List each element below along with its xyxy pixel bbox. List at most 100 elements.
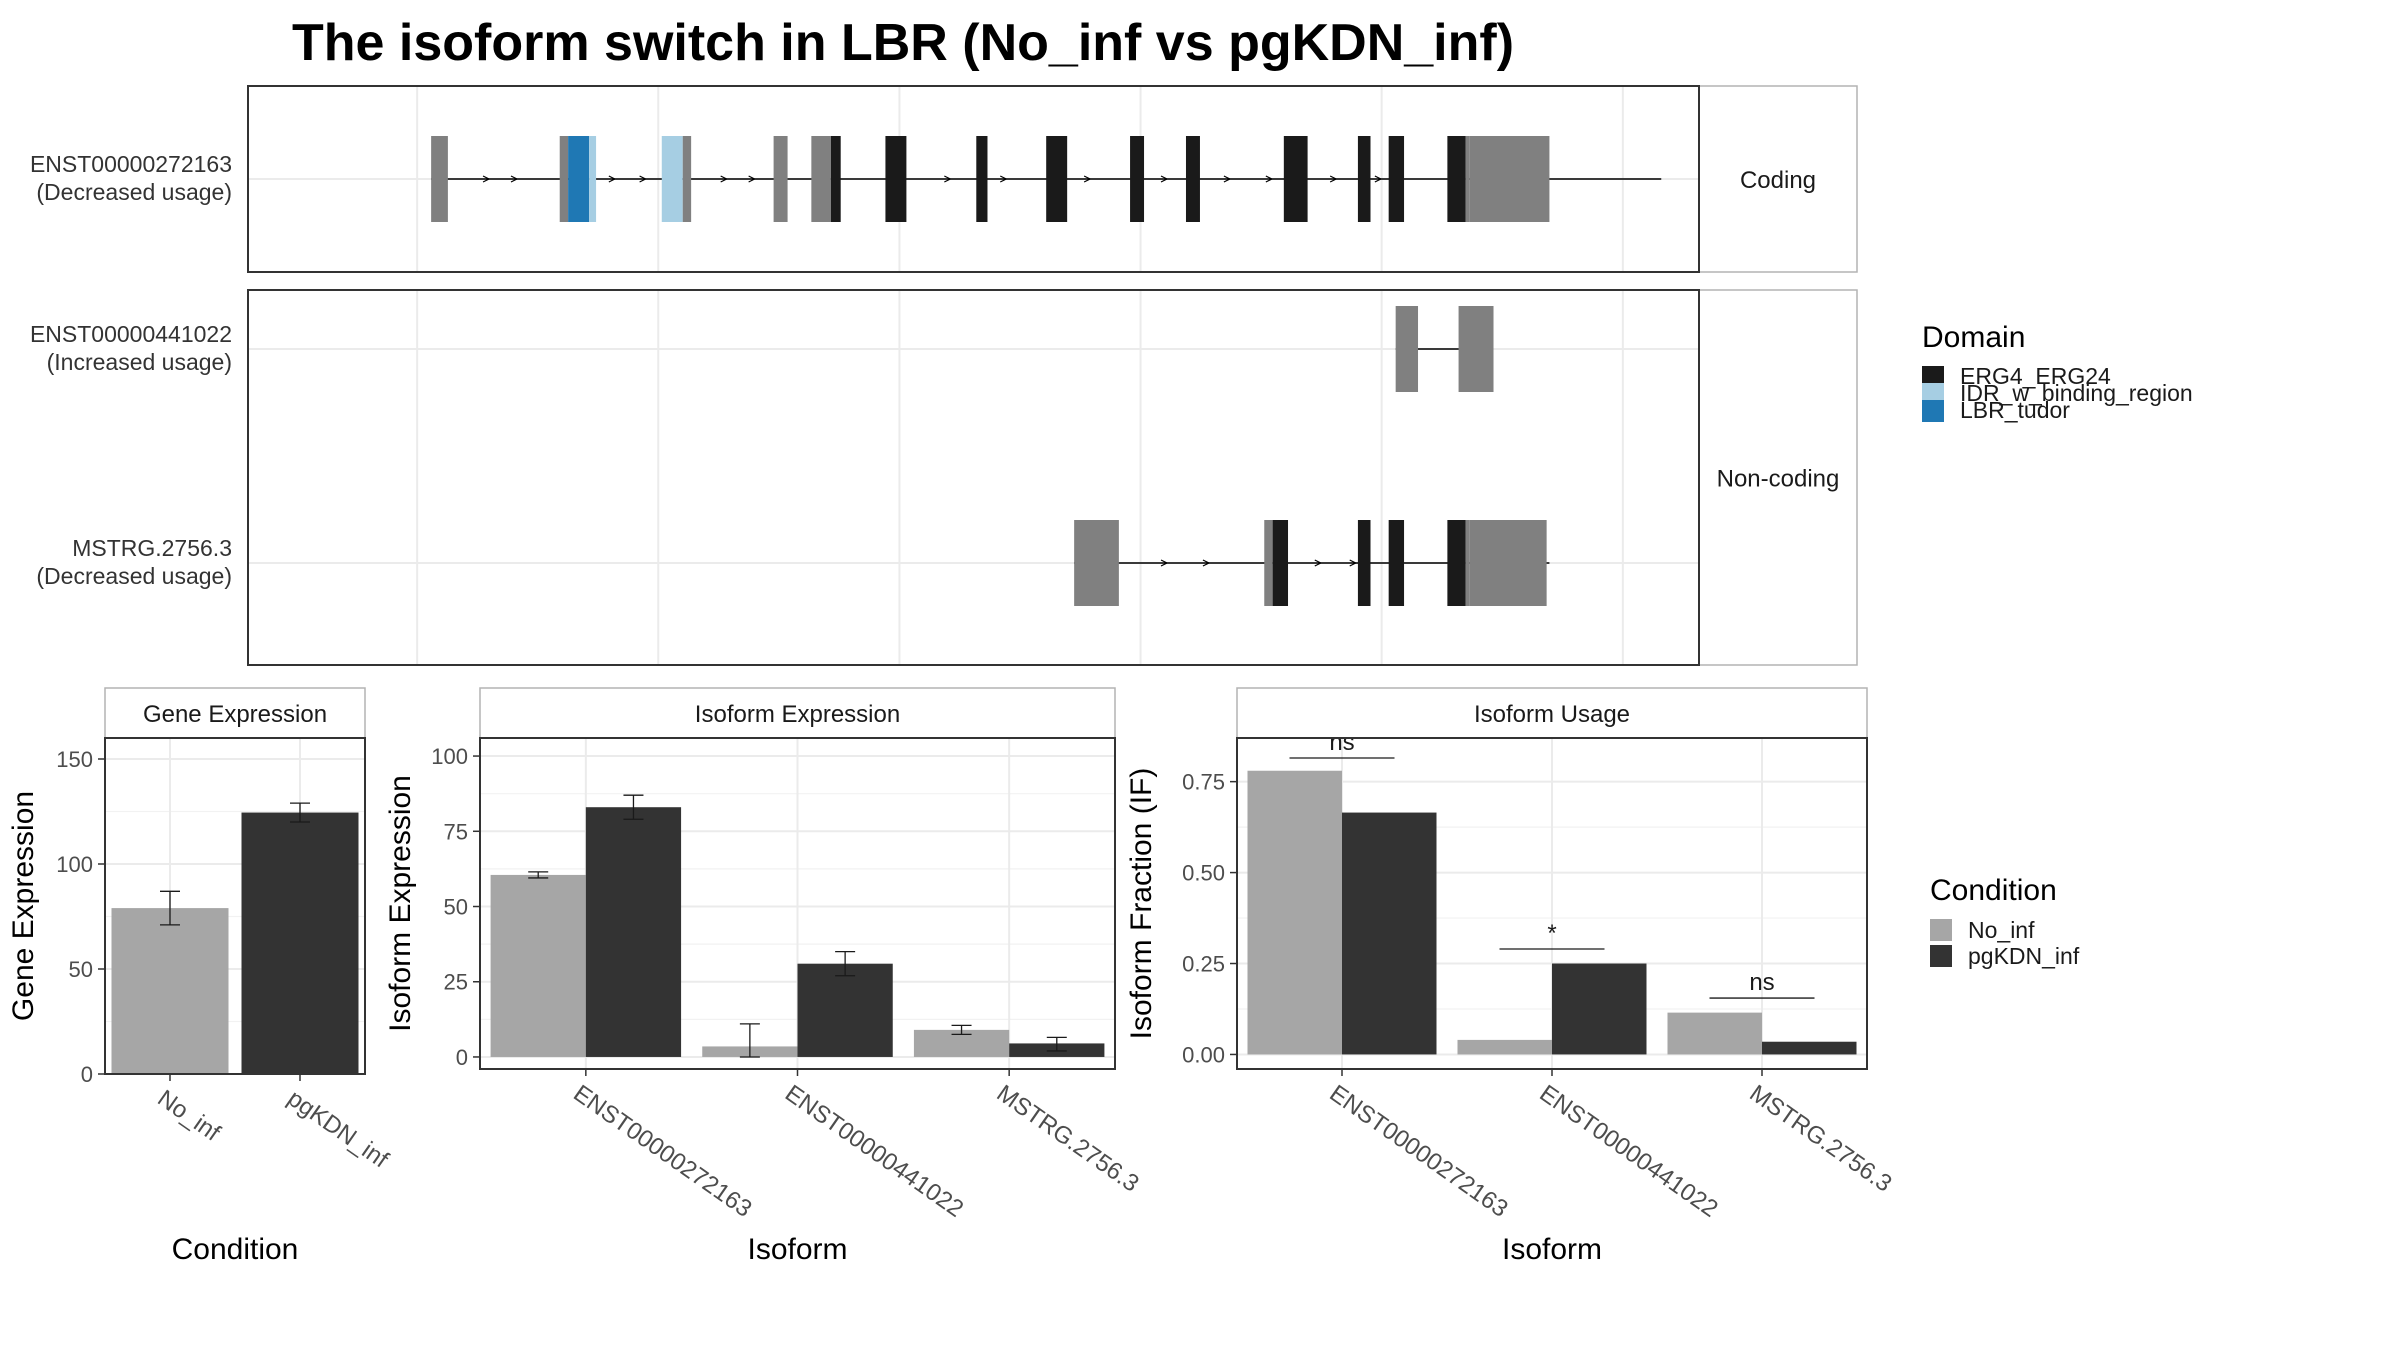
transcript-usage-label: (Decreased usage)	[36, 179, 232, 205]
transcript-label: MSTRG.2756.3	[72, 535, 232, 561]
exon-utr	[431, 136, 448, 222]
strand-arrow	[1329, 175, 1338, 183]
transcript-usage-label: (Increased usage)	[47, 349, 232, 375]
exon-ERG4_ERG24	[885, 136, 907, 222]
exon-ERG4_ERG24	[1272, 520, 1289, 606]
panel-strip	[479, 687, 1116, 739]
x-tick-label: ENST00000272163	[1325, 1080, 1513, 1223]
y-axis-title: Isoform Expression	[384, 775, 417, 1032]
legend-key-No_inf	[1930, 919, 1952, 941]
strand-arrow	[1160, 559, 1169, 567]
panel-title: Isoform Expression	[695, 701, 900, 728]
plot-border	[104, 737, 366, 1075]
strand-arrow	[1202, 559, 1211, 567]
bar	[1247, 770, 1342, 1055]
panel-strip	[1236, 687, 1868, 739]
exon-ERG4_ERG24	[1388, 520, 1405, 606]
x-tick-label: ENST00000272163	[568, 1080, 756, 1223]
exon-utr	[1469, 520, 1547, 606]
bar	[1342, 812, 1437, 1055]
facet-strip	[1698, 85, 1858, 273]
exon-ERG4_ERG24	[830, 136, 841, 222]
gene-expression-chart: Gene Expression 0 50 100 150 No_inf pgKDN_inf C…	[7, 687, 394, 1266]
domain-legend: Domain ERG4_ERG24IDR_w_binding_regionLBR…	[1922, 321, 2193, 423]
x-tick-label: MSTRG.2756.3	[992, 1080, 1144, 1198]
y-tick-label: 25	[444, 970, 468, 995]
bar	[1762, 1041, 1857, 1055]
isoform-expression-chart: Isoform Expression 0 25 50 75 100 ENST00000272…	[384, 687, 1144, 1266]
exon-ERG4_ERG24	[1357, 136, 1371, 222]
y-tick-label: 0.25	[1182, 952, 1225, 977]
y-axis-title: Isoform Fraction (IF)	[1125, 768, 1158, 1040]
exon-IDR_w_binding_region	[661, 136, 683, 222]
legend-label: pgKDN_inf	[1968, 943, 2080, 969]
facet-strip-label: Coding	[1740, 167, 1816, 194]
x-axis-title: Isoform	[1502, 1233, 1602, 1266]
facet-strip-label: Non-coding	[1717, 466, 1840, 493]
bar	[1457, 1039, 1552, 1055]
strand-arrow	[999, 175, 1008, 183]
strand-arrow	[608, 175, 617, 183]
exon-ERG4_ERG24	[1447, 136, 1466, 222]
transcript-label: ENST00000272163	[30, 151, 232, 177]
strand-arrow	[1223, 175, 1232, 183]
legend-label: ERG4_ERG24	[1960, 363, 2111, 389]
x-tick-label: pgKDN_inf	[283, 1085, 394, 1174]
strand-arrow	[1314, 559, 1323, 567]
strand-arrow	[720, 175, 729, 183]
strand-arrow	[1083, 175, 1092, 183]
x-tick-label: ENST00000441022	[1535, 1080, 1723, 1223]
exon-utr	[1469, 136, 1550, 222]
exon-ERG4_ERG24	[1046, 136, 1068, 222]
x-tick-label: ENST00000441022	[780, 1080, 968, 1223]
y-tick-label: 0	[456, 1045, 468, 1070]
exon-ERG4_ERG24	[1447, 520, 1466, 606]
exon-utr	[1465, 520, 1470, 606]
condition-legend-title: Condition	[1930, 874, 2057, 907]
y-tick-label: 150	[56, 747, 93, 772]
x-axis-title: Isoform	[747, 1233, 847, 1266]
exon-ERG4_ERG24	[1357, 520, 1371, 606]
transcript-label: ENST00000441022	[30, 321, 232, 347]
bar	[241, 812, 359, 1074]
strand-arrow	[510, 175, 519, 183]
y-tick-label: 50	[444, 895, 468, 920]
exon-utr	[1458, 306, 1494, 392]
strand-arrow	[944, 175, 952, 183]
exon-utr	[811, 136, 831, 222]
exon-utr	[1264, 520, 1273, 606]
y-tick-label: 0	[81, 1062, 93, 1087]
y-tick-label: 100	[56, 852, 93, 877]
bar	[797, 963, 893, 1057]
transcript-usage-label: (Decreased usage)	[36, 563, 232, 589]
y-tick-label: 0.75	[1182, 770, 1225, 795]
strand-arrow	[1349, 559, 1358, 567]
y-tick-label: 75	[444, 819, 468, 844]
x-axis-title: Condition	[172, 1233, 299, 1266]
exon-utr	[682, 136, 692, 222]
x-tick-label: No_inf	[153, 1085, 226, 1147]
panel-strip	[104, 687, 366, 739]
x-tick-label: MSTRG.2756.3	[1745, 1080, 1897, 1198]
legend-key-pgKDN_inf	[1930, 945, 1952, 967]
exon-utr	[1395, 306, 1419, 392]
bar	[490, 874, 586, 1057]
y-tick-label: 50	[69, 957, 93, 982]
y-tick-label: 0.00	[1182, 1042, 1225, 1067]
strand-arrow	[1374, 175, 1383, 183]
bar	[585, 807, 682, 1057]
exon-utr	[559, 136, 569, 222]
legend-label: IDR_w_binding_region	[1960, 380, 2193, 406]
exon-ERG4_ERG24	[1388, 136, 1405, 222]
legend-key-IDR_w_binding_region	[1922, 383, 1944, 405]
bar	[1667, 1012, 1762, 1055]
bar	[111, 908, 229, 1074]
legend-label: No_inf	[1968, 917, 2035, 943]
exon-utr	[1074, 520, 1119, 606]
significance-label: ns	[1749, 969, 1774, 996]
legend-key-LBR_tudor	[1922, 400, 1944, 422]
panel-title: Isoform Usage	[1474, 701, 1630, 728]
strand-arrow	[482, 175, 491, 183]
exon-IDR_w_binding_region	[589, 136, 597, 222]
